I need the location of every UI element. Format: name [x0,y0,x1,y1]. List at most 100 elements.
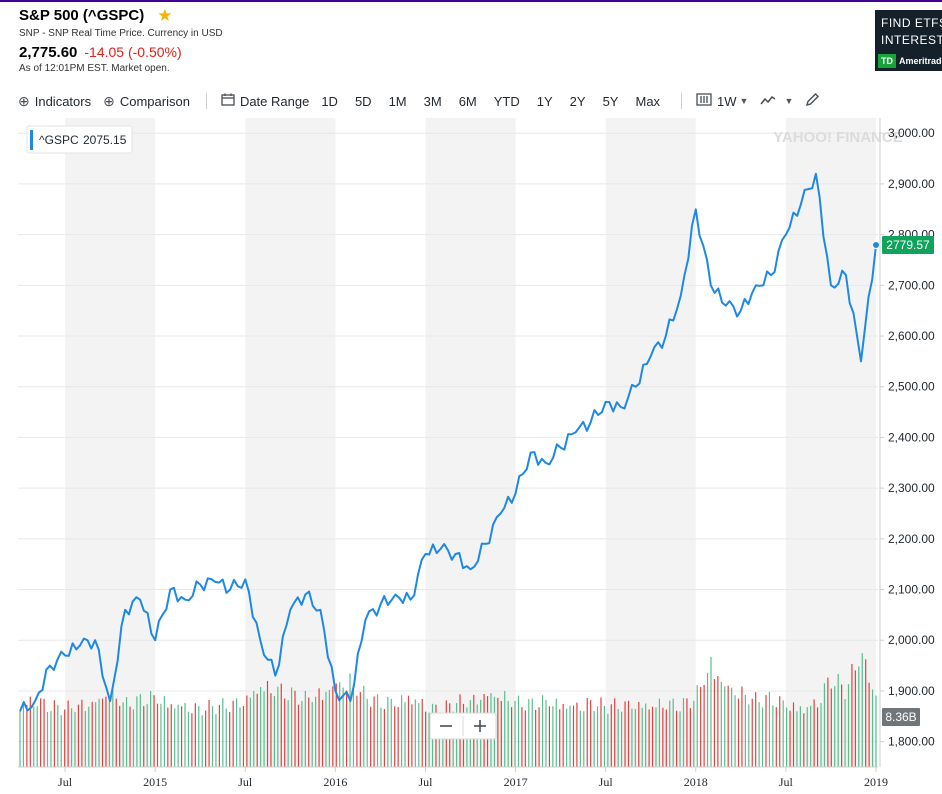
comparison-button[interactable]: ⊕ Comparison [103,93,190,110]
market-status: As of 12:01PM EST. Market open. [19,63,170,74]
range-2y[interactable]: 2Y [569,93,586,109]
volume-bar [799,706,801,767]
volume-bar [507,701,509,767]
star-icon[interactable]: ★ [157,6,173,25]
volume-bar [394,706,396,767]
zoom-controls[interactable] [429,712,497,740]
x-tick-label: Jul [58,775,73,789]
volume-bar [521,707,523,767]
volume-bar [748,704,750,767]
y-tick-label: 2,300.00 [888,481,935,495]
volume-bar [112,687,114,767]
volume-bar [761,707,764,767]
price-change: -14.05 (-0.50%) [84,44,182,60]
y-tick-label: 2,600.00 [888,329,935,343]
volume-bar [428,712,430,767]
volume-bar [717,675,719,767]
volume-bar [627,700,630,767]
volume-bar [290,687,293,767]
volume-bar [280,683,282,767]
indicators-button[interactable]: ⊕ Indicators [18,93,91,110]
volume-bar [263,691,265,767]
volume-bar [875,695,877,767]
volume-bar [792,702,795,767]
volume-bar [253,690,255,767]
volume-bar [682,698,685,767]
chart-type-dropdown[interactable]: ▼ [760,93,793,109]
volume-bar [548,706,551,767]
volume-bar [779,696,781,767]
range-max[interactable]: Max [635,93,661,109]
volume-bar [311,702,313,767]
range-1y[interactable]: 1Y [536,93,553,109]
volume-bar [229,711,231,767]
calendar-icon [221,93,235,109]
y-axis: 3,000.002,900.002,800.002,700.002,600.00… [879,118,935,767]
volume-bar [583,711,585,767]
volume-bar [421,698,423,767]
volume-bar [119,705,121,767]
volume-bar [820,703,822,767]
year-band [65,118,156,767]
volume-bar [242,706,245,767]
volume-bar [194,703,196,767]
volume-bar [418,703,420,767]
volume-bar [50,711,52,767]
volume-bar [345,690,348,767]
volume-bar [531,698,533,767]
volume-bar [383,709,386,767]
x-tick-label: 2015 [143,775,167,789]
volume-bar [576,702,578,767]
date-range-button[interactable]: Date Range [221,93,309,109]
volume-bar [662,707,664,767]
volume-bar [88,706,90,767]
advertisement[interactable]: FIND ETFS INTEREST TD Ameritrade [875,10,942,71]
range-6m[interactable]: 6M [458,93,477,109]
volume-bar [596,706,599,767]
volume-bar [871,689,874,767]
top-accent-bar [0,0,942,2]
volume-bar [352,683,355,767]
volume-bar [167,707,169,767]
volume-bar [98,698,100,767]
x-tick-label: Jul [238,775,253,789]
volume-bar [847,684,850,767]
volume-bar [373,696,375,767]
range-5y[interactable]: 5Y [602,93,619,109]
candle-chart-icon [696,93,712,109]
volume-bar [170,704,172,767]
last-price-marker [872,240,880,249]
volume-bar [70,708,73,767]
volume-bar [621,711,623,767]
volume-bar [617,709,619,767]
volume-bar [514,701,516,767]
range-5d[interactable]: 5D [354,93,372,109]
volume-bar [143,706,145,767]
legend-label: ^GSPC [39,133,79,147]
volume-bar [36,706,38,767]
y-tick-label: 2,700.00 [888,278,935,292]
volume-bar [198,705,200,767]
series-legend[interactable]: ^GSPC 2075.15 [26,125,133,154]
volume-bar [256,693,258,767]
y-tick-label: 2,900.00 [888,177,935,191]
volume-bar [789,710,791,767]
volume-bar [225,708,227,767]
draw-button[interactable] [805,92,825,110]
range-1m[interactable]: 1M [388,93,407,109]
range-1d[interactable]: 1D [321,93,338,109]
volume-bar [648,709,650,767]
volume-bar [108,698,110,767]
volume-bar [528,699,530,767]
volume-bar [823,683,826,767]
line-chart-icon [760,93,776,109]
volume-bar [29,696,31,767]
interval-dropdown[interactable]: 1W ▼ [696,93,748,109]
volume-bar [844,699,846,767]
volume-bar [284,698,286,767]
volume-bar [174,708,176,767]
volume-bar [101,698,104,767]
range-3m[interactable]: 3M [423,93,442,109]
range-ytd[interactable]: YTD [493,93,520,109]
